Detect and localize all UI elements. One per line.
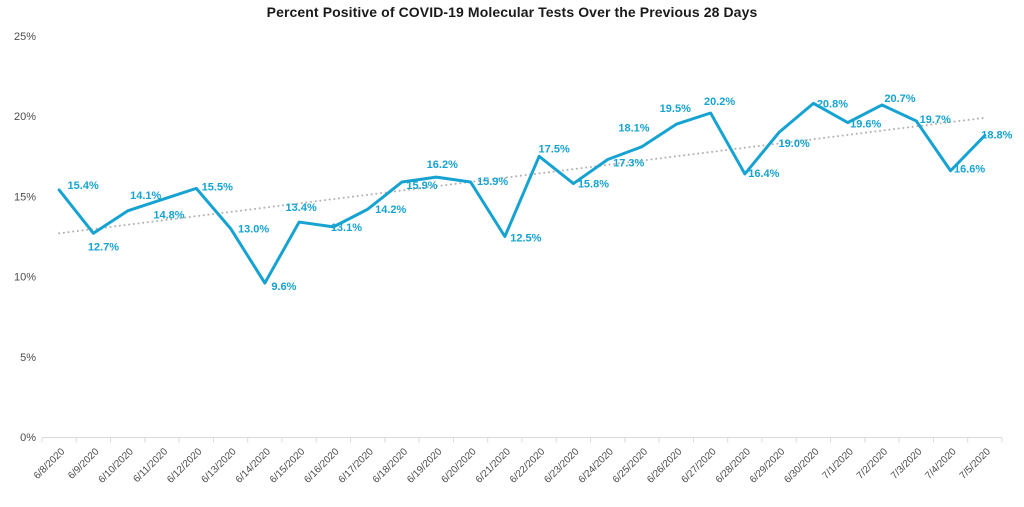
data-point-label: 20.7% (884, 93, 915, 105)
x-axis-label: 6/15/2020 (268, 446, 308, 486)
data-line (57, 101, 987, 285)
x-axis-label: 7/3/2020 (889, 446, 925, 482)
data-point-label: 16.4% (748, 168, 779, 180)
y-axis-label: 20% (14, 111, 36, 123)
data-point-label: 16.2% (427, 159, 458, 171)
chart-title: Percent Positive of COVID-19 Molecular T… (266, 4, 758, 20)
trendline (58, 116, 986, 235)
data-point-label: 13.4% (286, 202, 317, 214)
x-axis-label: 6/29/2020 (748, 446, 788, 486)
x-axis-label: 6/12/2020 (165, 446, 205, 486)
data-point-label: 15.9% (406, 180, 437, 192)
data-point-label: 20.2% (704, 96, 735, 108)
data-point-label: 15.5% (202, 181, 233, 193)
x-axis-label: 6/8/2020 (32, 446, 68, 482)
data-point-label: 12.5% (510, 233, 541, 245)
x-axis-label: 6/23/2020 (542, 446, 582, 486)
x-axis-label: 6/13/2020 (199, 446, 239, 486)
x-axis-label: 7/4/2020 (923, 446, 959, 482)
x-axis-label: 6/28/2020 (714, 446, 754, 486)
data-point-label: 15.8% (578, 179, 609, 191)
data-point-label: 17.5% (539, 143, 570, 155)
x-axis-label: 6/26/2020 (645, 446, 685, 486)
x-axis-label: 6/14/2020 (234, 446, 274, 486)
x-axis-label: 6/16/2020 (302, 446, 342, 486)
data-point-label: 15.4% (68, 180, 99, 192)
data-point-label: 13.1% (331, 222, 362, 234)
x-axis-label: 6/25/2020 (611, 446, 651, 486)
data-point-label: 13.0% (238, 223, 269, 235)
data-point-label: 18.1% (618, 123, 649, 135)
x-axis-label: 6/27/2020 (679, 446, 719, 486)
y-axis-label: 0% (20, 432, 36, 444)
x-axis-label: 7/5/2020 (958, 446, 994, 482)
data-point-label: 17.3% (613, 158, 644, 170)
data-point-label: 20.8% (817, 98, 848, 110)
data-point-label: 19.7% (920, 114, 951, 126)
x-axis-label: 6/10/2020 (97, 446, 137, 486)
data-point-label: 14.1% (130, 190, 161, 202)
x-axis-label: 6/22/2020 (508, 446, 548, 486)
y-axis-label: 15% (14, 191, 36, 203)
data-point-label: 16.6% (954, 164, 985, 176)
data-point-label: 9.6% (271, 281, 296, 293)
y-axis-label: 5% (20, 352, 36, 364)
data-point-label: 18.8% (981, 129, 1012, 141)
data-point-label: 19.0% (779, 138, 810, 150)
x-axis-label: 6/11/2020 (131, 446, 170, 485)
data-point-label: 19.5% (660, 103, 691, 115)
data-point-label: 12.7% (88, 241, 119, 253)
x-axis-label: 7/1/2020 (821, 446, 857, 482)
x-axis-label: 6/30/2020 (782, 446, 822, 486)
x-axis-label: 7/2/2020 (855, 446, 891, 482)
x-axis-label: 6/9/2020 (66, 446, 102, 482)
x-axis-label: 6/18/2020 (371, 446, 411, 486)
data-point-label: 14.2% (375, 204, 406, 216)
x-axis-label: 6/20/2020 (439, 446, 479, 486)
x-axis-label: 6/19/2020 (405, 446, 445, 486)
x-axis-label: 6/17/2020 (337, 446, 377, 486)
data-point-label: 19.6% (850, 119, 881, 131)
x-axis-label: 6/21/2020 (474, 446, 514, 486)
y-axis-label: 10% (14, 272, 36, 284)
data-point-label: 14.8% (153, 210, 184, 222)
data-point-label: 15.9% (477, 176, 508, 188)
y-axis-label: 25% (14, 31, 36, 43)
x-axis-label: 6/24/2020 (577, 446, 617, 486)
